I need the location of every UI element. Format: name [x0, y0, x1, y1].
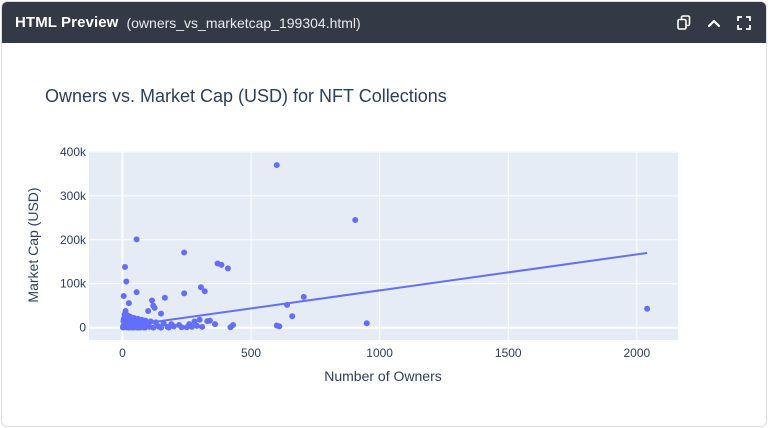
data-point [363, 320, 370, 327]
data-point [123, 278, 130, 285]
data-point [183, 324, 190, 331]
y-axis-label: Market Cap (USD) [25, 187, 41, 302]
data-point [142, 324, 149, 331]
data-point [133, 236, 140, 243]
copy-icon[interactable] [676, 15, 692, 31]
data-point [151, 304, 158, 311]
data-point [194, 322, 201, 329]
data-point [138, 320, 145, 327]
data-point [218, 261, 225, 268]
data-point [158, 324, 165, 331]
data-points [119, 162, 651, 331]
data-point [284, 301, 291, 308]
x-tick-label: 2000 [623, 346, 650, 360]
data-point [224, 265, 231, 272]
scatter-chart: Owners vs. Market Cap (USD) for NFT Coll… [25, 86, 678, 384]
x-tick-label: 1000 [366, 346, 393, 360]
plot-background [89, 151, 678, 340]
data-point [178, 324, 185, 331]
data-point [191, 318, 198, 325]
data-point [145, 307, 152, 314]
data-point [133, 289, 140, 296]
chevron-up-icon[interactable] [706, 15, 722, 31]
app-title: HTML Preview [15, 14, 119, 31]
file-name: (owners_vs_marketcap_199304.html) [126, 14, 361, 31]
data-point [199, 323, 206, 330]
y-tick-label: 100k [60, 277, 87, 291]
data-point [181, 290, 188, 297]
x-axis-label: Number of Owners [324, 368, 441, 384]
data-point [276, 323, 283, 330]
titlebar-actions [676, 2, 752, 43]
data-point [133, 319, 140, 326]
data-point [352, 217, 359, 224]
trendline [122, 251, 648, 328]
chart-title: Owners vs. Market Cap (USD) for NFT Coll… [45, 86, 447, 106]
data-point [149, 297, 156, 304]
data-point [170, 323, 177, 330]
data-point [135, 324, 142, 331]
data-point [196, 316, 203, 323]
data-point [289, 313, 296, 320]
data-point [150, 324, 157, 331]
data-point [201, 288, 208, 295]
data-point [300, 293, 307, 300]
data-point [120, 293, 127, 300]
data-point [273, 162, 280, 169]
y-tick-label: 400k [60, 145, 87, 159]
data-point [188, 323, 195, 330]
data-point [227, 324, 234, 331]
data-point [122, 264, 129, 271]
axis-ticks: 0 500 1000 1500 2000 0 100k 200k 300k 400k [60, 145, 651, 360]
x-tick-label: 0 [119, 346, 126, 360]
chart-area: Owners vs. Market Cap (USD) for NFT Coll… [2, 44, 766, 424]
titlebar: HTML Preview (owners_vs_marketcap_199304… [2, 2, 766, 43]
data-point [644, 305, 651, 312]
data-point [204, 318, 211, 325]
data-point [158, 310, 165, 317]
expand-icon[interactable] [736, 15, 752, 31]
data-point [128, 318, 135, 325]
data-point [161, 294, 168, 301]
data-point [165, 324, 172, 331]
y-tick-label: 0 [79, 321, 86, 335]
x-tick-label: 500 [241, 346, 261, 360]
data-point [160, 320, 167, 327]
data-point [125, 300, 132, 307]
y-tick-label: 300k [60, 189, 87, 203]
data-point [147, 318, 154, 325]
data-point [197, 284, 204, 291]
data-point [181, 249, 188, 256]
data-point [212, 321, 219, 328]
y-tick-label: 200k [60, 233, 87, 247]
x-tick-label: 1500 [495, 346, 522, 360]
